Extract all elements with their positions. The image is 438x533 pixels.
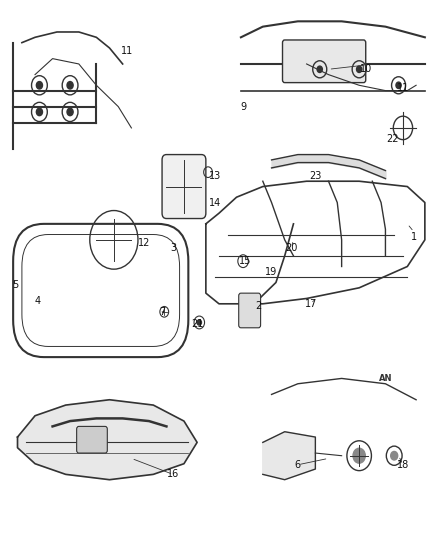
FancyBboxPatch shape: [162, 155, 206, 219]
Text: 11: 11: [121, 46, 133, 55]
Text: 17: 17: [305, 299, 317, 309]
Text: 23: 23: [309, 171, 321, 181]
Circle shape: [391, 451, 398, 460]
Circle shape: [197, 320, 201, 325]
Text: 13: 13: [208, 171, 221, 181]
Text: 11: 11: [397, 83, 409, 93]
Text: 18: 18: [397, 460, 409, 470]
Circle shape: [317, 66, 322, 72]
Text: 20: 20: [285, 243, 297, 253]
Text: 9: 9: [240, 102, 246, 111]
FancyBboxPatch shape: [77, 426, 107, 453]
Text: 14: 14: [208, 198, 221, 207]
Circle shape: [396, 82, 401, 88]
FancyBboxPatch shape: [239, 293, 261, 328]
Text: 3: 3: [170, 243, 176, 253]
Text: 7: 7: [159, 307, 165, 317]
Text: 16: 16: [167, 470, 179, 479]
Polygon shape: [18, 400, 197, 480]
Circle shape: [36, 82, 42, 89]
Circle shape: [67, 108, 73, 116]
Circle shape: [357, 66, 362, 72]
Text: 21: 21: [191, 319, 203, 328]
Polygon shape: [263, 432, 315, 480]
Text: 12: 12: [138, 238, 151, 247]
Circle shape: [67, 82, 73, 89]
Circle shape: [353, 448, 365, 463]
Text: 15: 15: [239, 256, 251, 266]
Circle shape: [36, 108, 42, 116]
Text: 10: 10: [360, 64, 372, 74]
Text: 4: 4: [34, 296, 40, 306]
Text: AN: AN: [379, 374, 392, 383]
FancyBboxPatch shape: [283, 40, 366, 83]
Text: 1: 1: [411, 232, 417, 242]
Text: 22: 22: [386, 134, 398, 143]
Text: 6: 6: [295, 460, 301, 470]
Text: 2: 2: [255, 302, 261, 311]
Text: 19: 19: [265, 267, 278, 277]
Text: 5: 5: [12, 280, 18, 290]
